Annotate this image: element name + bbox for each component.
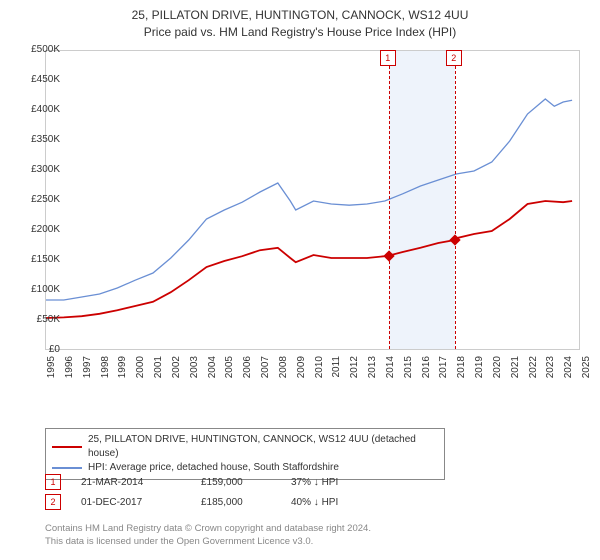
xtick-label: 2015 <box>403 356 414 396</box>
sale-date-1: 21-MAR-2014 <box>81 477 181 488</box>
legend-swatch-hpi <box>52 467 82 469</box>
sale-row-2: 2 01-DEC-2017 £185,000 40% ↓ HPI <box>45 492 545 512</box>
plot-area <box>45 50 580 350</box>
sale-price-2: £185,000 <box>201 497 271 508</box>
sale-marker-box: 2 <box>446 50 462 66</box>
copyright-line1: Contains HM Land Registry data © Crown c… <box>45 522 545 535</box>
xtick-label: 2002 <box>171 356 182 396</box>
legend-label-property: 25, PILLATON DRIVE, HUNTINGTON, CANNOCK,… <box>88 433 438 461</box>
xtick-label: 2019 <box>474 356 485 396</box>
ytick-label: £300K <box>15 164 60 175</box>
ytick-label: £50K <box>15 314 60 325</box>
xtick-label: 2021 <box>510 356 521 396</box>
sale-vline <box>455 51 456 349</box>
xtick-label: 2000 <box>135 356 146 396</box>
copyright-line2: This data is licensed under the Open Gov… <box>45 535 545 548</box>
xtick-label: 2006 <box>242 356 253 396</box>
xtick-label: 2023 <box>545 356 556 396</box>
xtick-label: 2005 <box>224 356 235 396</box>
xtick-label: 2017 <box>438 356 449 396</box>
ytick-label: £150K <box>15 254 60 265</box>
sale-marker-2: 2 <box>45 494 61 510</box>
ytick-label: £450K <box>15 74 60 85</box>
chart-title-line1: 25, PILLATON DRIVE, HUNTINGTON, CANNOCK,… <box>0 8 600 22</box>
xtick-label: 1998 <box>100 356 111 396</box>
ytick-label: £0 <box>15 344 60 355</box>
ytick-label: £200K <box>15 224 60 235</box>
xtick-label: 2012 <box>349 356 360 396</box>
chart-area: 1995199619971998199920002001200220032004… <box>45 50 580 380</box>
xtick-label: 2011 <box>331 356 342 396</box>
legend-item-property: 25, PILLATON DRIVE, HUNTINGTON, CANNOCK,… <box>52 433 438 461</box>
sale-marker-1: 1 <box>45 474 61 490</box>
copyright: Contains HM Land Registry data © Crown c… <box>45 522 545 548</box>
xtick-label: 2016 <box>421 356 432 396</box>
xtick-label: 1995 <box>46 356 57 396</box>
xtick-label: 2022 <box>528 356 539 396</box>
sale-vline <box>389 51 390 349</box>
ytick-label: £400K <box>15 104 60 115</box>
sales-table: 1 21-MAR-2014 £159,000 37% ↓ HPI 2 01-DE… <box>45 472 545 512</box>
ytick-label: £100K <box>15 284 60 295</box>
sale-date-2: 01-DEC-2017 <box>81 497 181 508</box>
xtick-label: 2025 <box>581 356 592 396</box>
ytick-label: £500K <box>15 44 60 55</box>
x-axis-ticks: 1995 1996 1997 1998 1999 2000 2001 2002 2003 2004… <box>45 352 580 422</box>
xtick-label: 2018 <box>456 356 467 396</box>
xtick-label: 1997 <box>82 356 93 396</box>
chart-container: 25, PILLATON DRIVE, HUNTINGTON, CANNOCK,… <box>0 0 600 560</box>
xtick-label: 2014 <box>385 356 396 396</box>
series-hpi <box>46 99 572 300</box>
sale-row-1: 1 21-MAR-2014 £159,000 37% ↓ HPI <box>45 472 545 492</box>
xtick-label: 2024 <box>563 356 574 396</box>
xtick-label: 2009 <box>296 356 307 396</box>
xtick-label: 2001 <box>153 356 164 396</box>
xtick-label: 1999 <box>117 356 128 396</box>
sale-pct-1: 37% ↓ HPI <box>291 477 381 488</box>
xtick-label: 2003 <box>189 356 200 396</box>
sale-marker-box: 1 <box>380 50 396 66</box>
ytick-label: £250K <box>15 194 60 205</box>
ytick-label: £350K <box>15 134 60 145</box>
sale-pct-2: 40% ↓ HPI <box>291 497 381 508</box>
xtick-label: 2008 <box>278 356 289 396</box>
xtick-label: 1996 <box>64 356 75 396</box>
series-property <box>46 201 572 318</box>
xtick-label: 2020 <box>492 356 503 396</box>
line-series <box>46 51 581 351</box>
xtick-label: 2013 <box>367 356 378 396</box>
xtick-label: 2010 <box>314 356 325 396</box>
xtick-label: 2007 <box>260 356 271 396</box>
legend-swatch-property <box>52 446 82 448</box>
xtick-label: 2004 <box>207 356 218 396</box>
chart-title-line2: Price paid vs. HM Land Registry's House … <box>0 25 600 39</box>
sale-price-1: £159,000 <box>201 477 271 488</box>
